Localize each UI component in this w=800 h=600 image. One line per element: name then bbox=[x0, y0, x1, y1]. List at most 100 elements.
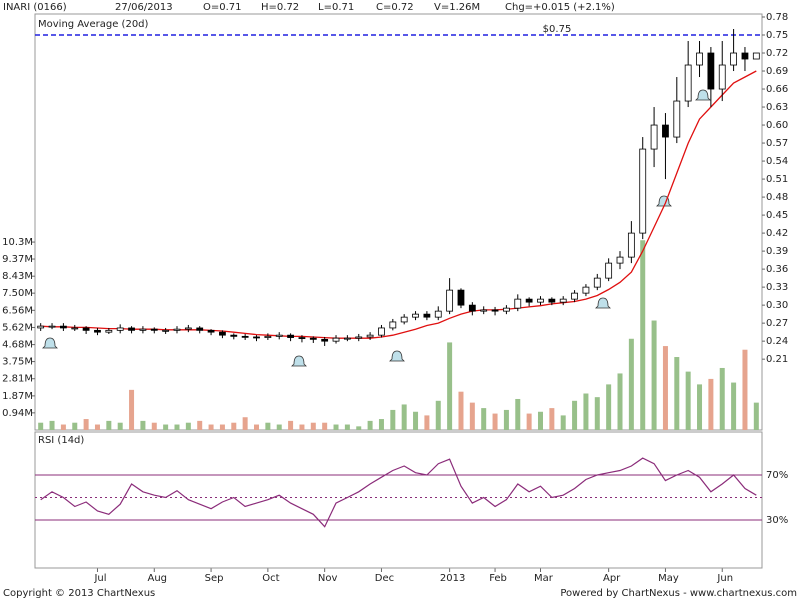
volume-bar bbox=[753, 402, 759, 430]
volume-bar bbox=[469, 402, 475, 430]
candle-body bbox=[673, 100, 681, 138]
volume-tick-label: 5.62M bbox=[2, 322, 33, 333]
candle-body bbox=[480, 309, 488, 312]
volume-tick-label: 8.43M bbox=[2, 271, 33, 282]
candle-body bbox=[707, 52, 715, 90]
candle-body bbox=[71, 327, 79, 330]
candle-body bbox=[332, 337, 340, 342]
candle-body bbox=[752, 52, 760, 60]
candle-body bbox=[253, 336, 260, 339]
volume-bar bbox=[129, 389, 135, 430]
candle-body bbox=[59, 325, 67, 329]
candle-body bbox=[287, 334, 294, 338]
price-tick-label: 0.72 bbox=[766, 48, 788, 59]
volume-tick-label: 2.81M bbox=[2, 374, 33, 385]
candle-body bbox=[446, 289, 454, 312]
volume-bar bbox=[265, 422, 271, 430]
quote-field: L=0.71 bbox=[318, 2, 354, 13]
candle-body bbox=[457, 289, 465, 306]
volume-bar bbox=[208, 424, 214, 430]
price-tick-label: 0.33 bbox=[766, 282, 788, 293]
x-tick-label: Mar bbox=[534, 573, 554, 584]
candle-body bbox=[309, 337, 317, 340]
volume-tick-label: 10.3M bbox=[2, 237, 33, 248]
price-tick-label: 0.42 bbox=[766, 228, 788, 239]
rsi-tick-label: 30% bbox=[766, 515, 788, 526]
volume-bar bbox=[60, 424, 66, 430]
moving-average-line bbox=[40, 70, 757, 339]
candle-body bbox=[389, 321, 397, 329]
x-tick-label: Nov bbox=[318, 573, 338, 584]
quote-date: 27/06/2013 bbox=[115, 2, 173, 13]
alert-icon bbox=[42, 337, 58, 349]
volume-bar bbox=[537, 411, 543, 430]
x-tick-label: Oct bbox=[262, 573, 279, 584]
candle-body bbox=[207, 329, 215, 333]
candle-body bbox=[627, 232, 635, 258]
price-tick-label: 0.27 bbox=[766, 318, 788, 329]
candle-body bbox=[355, 336, 363, 339]
volume-bar bbox=[72, 422, 78, 430]
symbol: INARI (0166) bbox=[3, 2, 67, 13]
candle-body bbox=[718, 64, 726, 90]
price-panel bbox=[34, 13, 763, 431]
volume-bar bbox=[674, 357, 680, 430]
price-tick-label: 0.75 bbox=[766, 30, 788, 41]
x-tick-label: Dec bbox=[375, 573, 394, 584]
rsi-line bbox=[40, 457, 757, 528]
alert-icon bbox=[695, 89, 711, 101]
candle-body bbox=[150, 328, 158, 331]
price-tick-label: 0.39 bbox=[766, 246, 788, 257]
volume-bar bbox=[662, 346, 668, 430]
price-tick-label: 0.57 bbox=[766, 138, 788, 149]
volume-bar bbox=[413, 411, 419, 430]
volume-tick-label: 0.94M bbox=[2, 408, 33, 419]
volume-bar bbox=[117, 422, 123, 430]
candle-body bbox=[571, 292, 578, 300]
volume-bar bbox=[492, 413, 498, 430]
volume-bar bbox=[288, 420, 294, 430]
price-tick-label: 0.60 bbox=[766, 120, 788, 131]
volume-bar bbox=[447, 342, 453, 430]
x-tick-label: Jul bbox=[93, 573, 106, 584]
candle-body bbox=[593, 277, 601, 288]
volume-bar bbox=[617, 373, 623, 430]
price-tick-label: 0.21 bbox=[766, 354, 788, 365]
volume-bar bbox=[651, 320, 657, 430]
volume-bar bbox=[503, 409, 509, 430]
candle-body bbox=[491, 309, 499, 312]
copyright: Copyright © 2013 ChartNexus bbox=[3, 588, 155, 599]
volume-bar bbox=[163, 424, 169, 430]
volume-bar bbox=[322, 422, 328, 430]
candle-body bbox=[230, 334, 238, 337]
volume-bar bbox=[435, 400, 441, 430]
x-tick-label: May bbox=[658, 573, 679, 584]
volume-bar bbox=[606, 384, 612, 430]
x-tick-label: Feb bbox=[489, 573, 507, 584]
quote-field: C=0.72 bbox=[376, 2, 414, 13]
candle-body bbox=[128, 327, 135, 331]
volume-bar bbox=[583, 393, 589, 430]
candle-body bbox=[116, 327, 124, 331]
price-tick-label: 0.51 bbox=[766, 174, 788, 185]
candle-body bbox=[639, 148, 647, 234]
volume-bar bbox=[94, 424, 100, 430]
candle-body bbox=[559, 298, 567, 303]
volume-tick-label: 4.68M bbox=[2, 340, 33, 351]
x-tick-label: Apr bbox=[603, 573, 621, 584]
candle-body bbox=[730, 52, 738, 66]
alert-icons bbox=[42, 89, 711, 367]
candle-body bbox=[264, 335, 272, 338]
volume-bar bbox=[719, 367, 725, 430]
volume-bar bbox=[640, 240, 646, 430]
volume-tick-label: 6.56M bbox=[2, 305, 33, 316]
volume-bar bbox=[254, 424, 260, 430]
candle-body bbox=[468, 304, 476, 312]
candle-body bbox=[162, 329, 170, 332]
volume-bar bbox=[344, 424, 350, 430]
legend-label: Moving Average (20d) bbox=[38, 19, 149, 30]
quote-field: O=0.71 bbox=[203, 2, 242, 13]
rsi-panel bbox=[34, 431, 763, 569]
volume-bar bbox=[742, 349, 748, 430]
